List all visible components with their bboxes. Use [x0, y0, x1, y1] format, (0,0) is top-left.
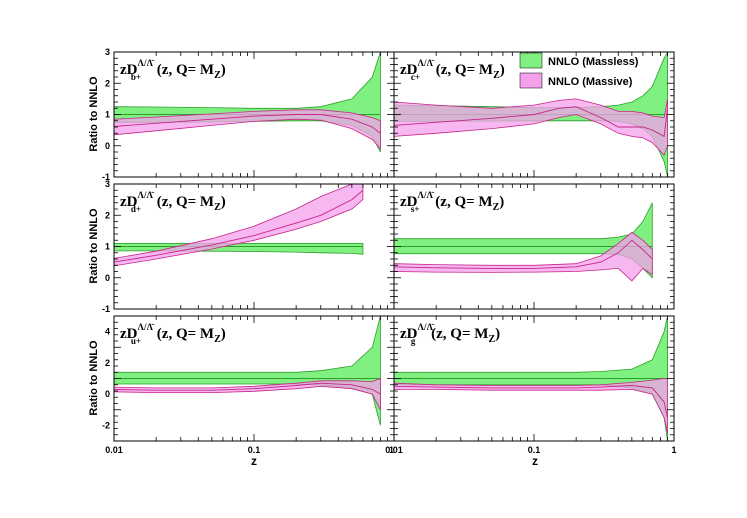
y-tick-label: -1: [102, 172, 110, 182]
center-line-b-massive: [114, 114, 381, 134]
title-close: ): [495, 326, 500, 342]
x-axis-label-right: z: [532, 454, 538, 468]
panel-d-plot: [114, 184, 364, 267]
panel-d-title: zDΛ/Λ̄ d+ (z, Q= MZ): [120, 190, 226, 214]
title-sup: Λ/Λ̄: [138, 58, 155, 68]
center-line-g-massive: [394, 385, 669, 418]
title-suffix-sub: Z: [214, 202, 221, 213]
title-suffix: (z, Q= M: [153, 326, 214, 342]
legend-swatch-massless: [519, 52, 543, 69]
center-line-u-massive: [114, 382, 381, 395]
title-suffix: (z, Q= M: [427, 326, 488, 342]
title-sub: u+: [131, 336, 141, 346]
panel-g-plot: [394, 316, 669, 441]
title-close: ): [500, 62, 505, 78]
panel-b: 3 2 1 0 -1 zDΛ/Λ̄ b+ (z, Q= MZ): [102, 47, 395, 182]
title-sup: Λ/Λ̄: [418, 322, 435, 332]
title-suffix: (z, Q= M: [432, 62, 493, 78]
panel-s-title: zDΛ/Λ̄ s+ (z, Q= MZ): [400, 190, 504, 214]
panel-g-title: zDΛ/Λ̄ g (z, Q= MZ): [400, 322, 500, 346]
panel-u: 4 2 0 -2 0.01 0.1 1 zDΛ/Λ̄ u+ (z, Q= MZ): [102, 315, 395, 455]
y-axis-label-row1: Ratio to NNLO: [88, 76, 100, 152]
y-tick-label: 3: [105, 47, 110, 57]
x-tick-label: 0.01: [385, 445, 403, 455]
x-tick-label: 1: [671, 445, 676, 455]
x-tick-label: 1: [389, 445, 394, 455]
title-suffix-sub: Z: [214, 334, 221, 345]
x-tick-label: 0.1: [528, 445, 541, 455]
y-axis-label-row2: Ratio to NNLO: [88, 208, 100, 284]
y-tick-label: 0: [105, 141, 110, 151]
title-sup: Λ/Λ̄: [138, 322, 155, 332]
title-main: zD: [120, 62, 138, 78]
y-tick-label: -1: [102, 304, 110, 314]
title-sup: Λ/Λ̄: [418, 58, 435, 68]
title-sub: d+: [131, 204, 141, 214]
y-tick-label: 2: [105, 210, 110, 220]
panel-c: zDΛ/Λ̄ c+ (z, Q= MZ): [393, 51, 675, 178]
center-line-c-massive: [394, 106, 669, 138]
title-suffix-sub: Z: [493, 70, 500, 81]
title-main: zD: [400, 326, 418, 342]
title-close: ): [499, 194, 504, 210]
title-sub: g: [411, 336, 416, 346]
y-tick-label: 2: [105, 78, 110, 88]
title-sup: Λ/Λ̄: [418, 190, 435, 200]
x-axis-label-left: z: [251, 454, 257, 468]
band-u-massive: [114, 377, 381, 410]
y-tick-label: 2: [105, 358, 110, 368]
legend-label-massive: NNLO (Massive): [548, 76, 633, 88]
title-sub: b+: [131, 72, 141, 82]
title-close: ): [221, 194, 226, 210]
y-tick-label: -2: [102, 420, 110, 430]
panel-u-title: zDΛ/Λ̄ u+ (z, Q= MZ): [120, 322, 226, 346]
legend-swatch-massive: [519, 72, 543, 89]
title-sub: c+: [411, 72, 420, 82]
title-main: zD: [400, 194, 418, 210]
title-suffix-sub: Z: [488, 334, 495, 345]
center-line-s-massive: [394, 239, 653, 269]
center-line-d-massive: [114, 189, 364, 263]
chart-legend: NNLO (Massless) NNLO (Massive): [519, 52, 639, 89]
title-close: ): [221, 62, 226, 78]
x-tick-label: 0.1: [248, 445, 261, 455]
panel-u-plot: [114, 316, 381, 426]
title-sup: Λ/Λ̄: [138, 190, 155, 200]
title-main: zD: [120, 326, 138, 342]
band-g-massive: [394, 378, 668, 434]
title-sub: s+: [411, 204, 420, 214]
y-axis-label-row3: Ratio to NNLO: [88, 340, 100, 416]
band-s-massive: [394, 231, 653, 282]
band-b-massive: [114, 109, 381, 150]
title-close: ): [221, 326, 226, 342]
y-tick-label: 0: [105, 389, 110, 399]
panel-b-plot: [114, 52, 381, 153]
panel-c-title: zDΛ/Λ̄ c+ (z, Q= MZ): [400, 58, 505, 82]
band-s-massless: [394, 202, 653, 279]
title-suffix: (z, Q= M: [432, 194, 493, 210]
x-tick-label: 0.01: [105, 445, 123, 455]
title-suffix: (z, Q= M: [153, 194, 214, 210]
panel-b-title: zDΛ/Λ̄ b+ (z, Q= MZ): [120, 58, 226, 82]
y-tick-label: 3: [105, 179, 110, 189]
y-tick-label: 4: [105, 327, 110, 337]
y-tick-label: 1: [105, 110, 110, 120]
panel-s-plot: [394, 202, 653, 282]
legend-label-massless: NNLO (Massless): [548, 56, 639, 68]
title-suffix-sub: Z: [214, 70, 221, 81]
title-suffix-sub: Z: [493, 202, 500, 213]
title-main: zD: [400, 62, 418, 78]
band-u-massless: [114, 316, 381, 426]
title-suffix: (z, Q= M: [153, 62, 214, 78]
panel-d: 3 2 1 0 -1 zDΛ/Λ̄ d+ (z, Q= MZ): [102, 179, 395, 314]
panel-s: zDΛ/Λ̄ s+ (z, Q= MZ): [393, 183, 675, 310]
y-tick-label: 0: [105, 273, 110, 283]
y-tick-label: 1: [105, 242, 110, 252]
title-main: zD: [120, 194, 138, 210]
